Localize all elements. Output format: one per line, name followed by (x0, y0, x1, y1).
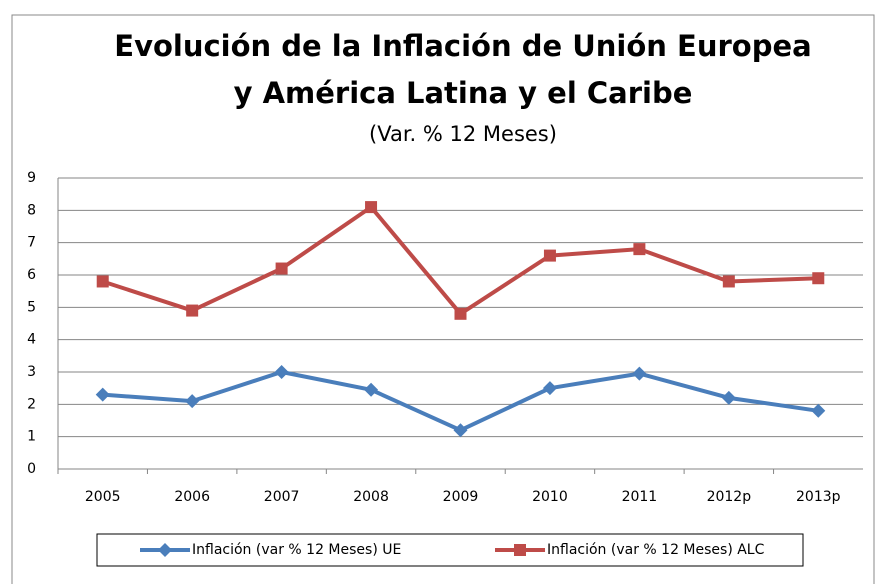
y-tick-label: 9 (27, 170, 36, 186)
point (812, 272, 825, 285)
legend-label: Inflación (var % 12 Meses) ALC (547, 542, 765, 558)
x-tick-label: 2008 (353, 489, 389, 505)
point (95, 387, 110, 402)
y-tick-label: 1 (27, 429, 36, 445)
point (186, 304, 199, 317)
point (633, 243, 646, 256)
y-tick-label: 7 (27, 235, 36, 251)
point (453, 423, 468, 438)
point (721, 390, 736, 405)
point (542, 381, 557, 396)
y-tick-label: 3 (27, 364, 36, 380)
y-tick-label: 6 (27, 267, 36, 283)
x-tick-label: 2005 (85, 489, 121, 505)
point (158, 543, 172, 557)
x-tick-label: 2009 (443, 489, 479, 505)
legend-box (96, 533, 804, 567)
chart-title: y América Latina y el Caribe (234, 76, 693, 110)
x-tick-label: 2007 (264, 489, 300, 505)
x-tick-label: 2006 (174, 489, 210, 505)
point (722, 275, 735, 288)
point (96, 275, 109, 288)
point (514, 544, 526, 556)
point (185, 394, 200, 409)
point (543, 249, 556, 262)
point (454, 307, 467, 320)
point (365, 201, 378, 214)
x-tick-label: 2011 (622, 489, 658, 505)
y-tick-label: 5 (27, 299, 36, 315)
legend-label: Inflación (var % 12 Meses) UE (192, 542, 401, 558)
point (632, 366, 647, 381)
y-tick-label: 0 (27, 461, 36, 477)
y-tick-label: 2 (27, 396, 36, 412)
x-tick-label: 2013p (796, 489, 841, 505)
point (275, 262, 288, 275)
y-tick-label: 4 (27, 332, 36, 348)
chart-subtitle: (Var. % 12 Meses) (369, 122, 557, 146)
chart-title: Evolución de la Inflación de Unión Europ… (114, 29, 811, 63)
y-tick-label: 8 (27, 202, 36, 218)
point (274, 365, 289, 379)
point (364, 382, 379, 397)
point (811, 403, 826, 418)
x-tick-label: 2010 (532, 489, 568, 505)
x-tick-label: 2012p (707, 489, 752, 505)
